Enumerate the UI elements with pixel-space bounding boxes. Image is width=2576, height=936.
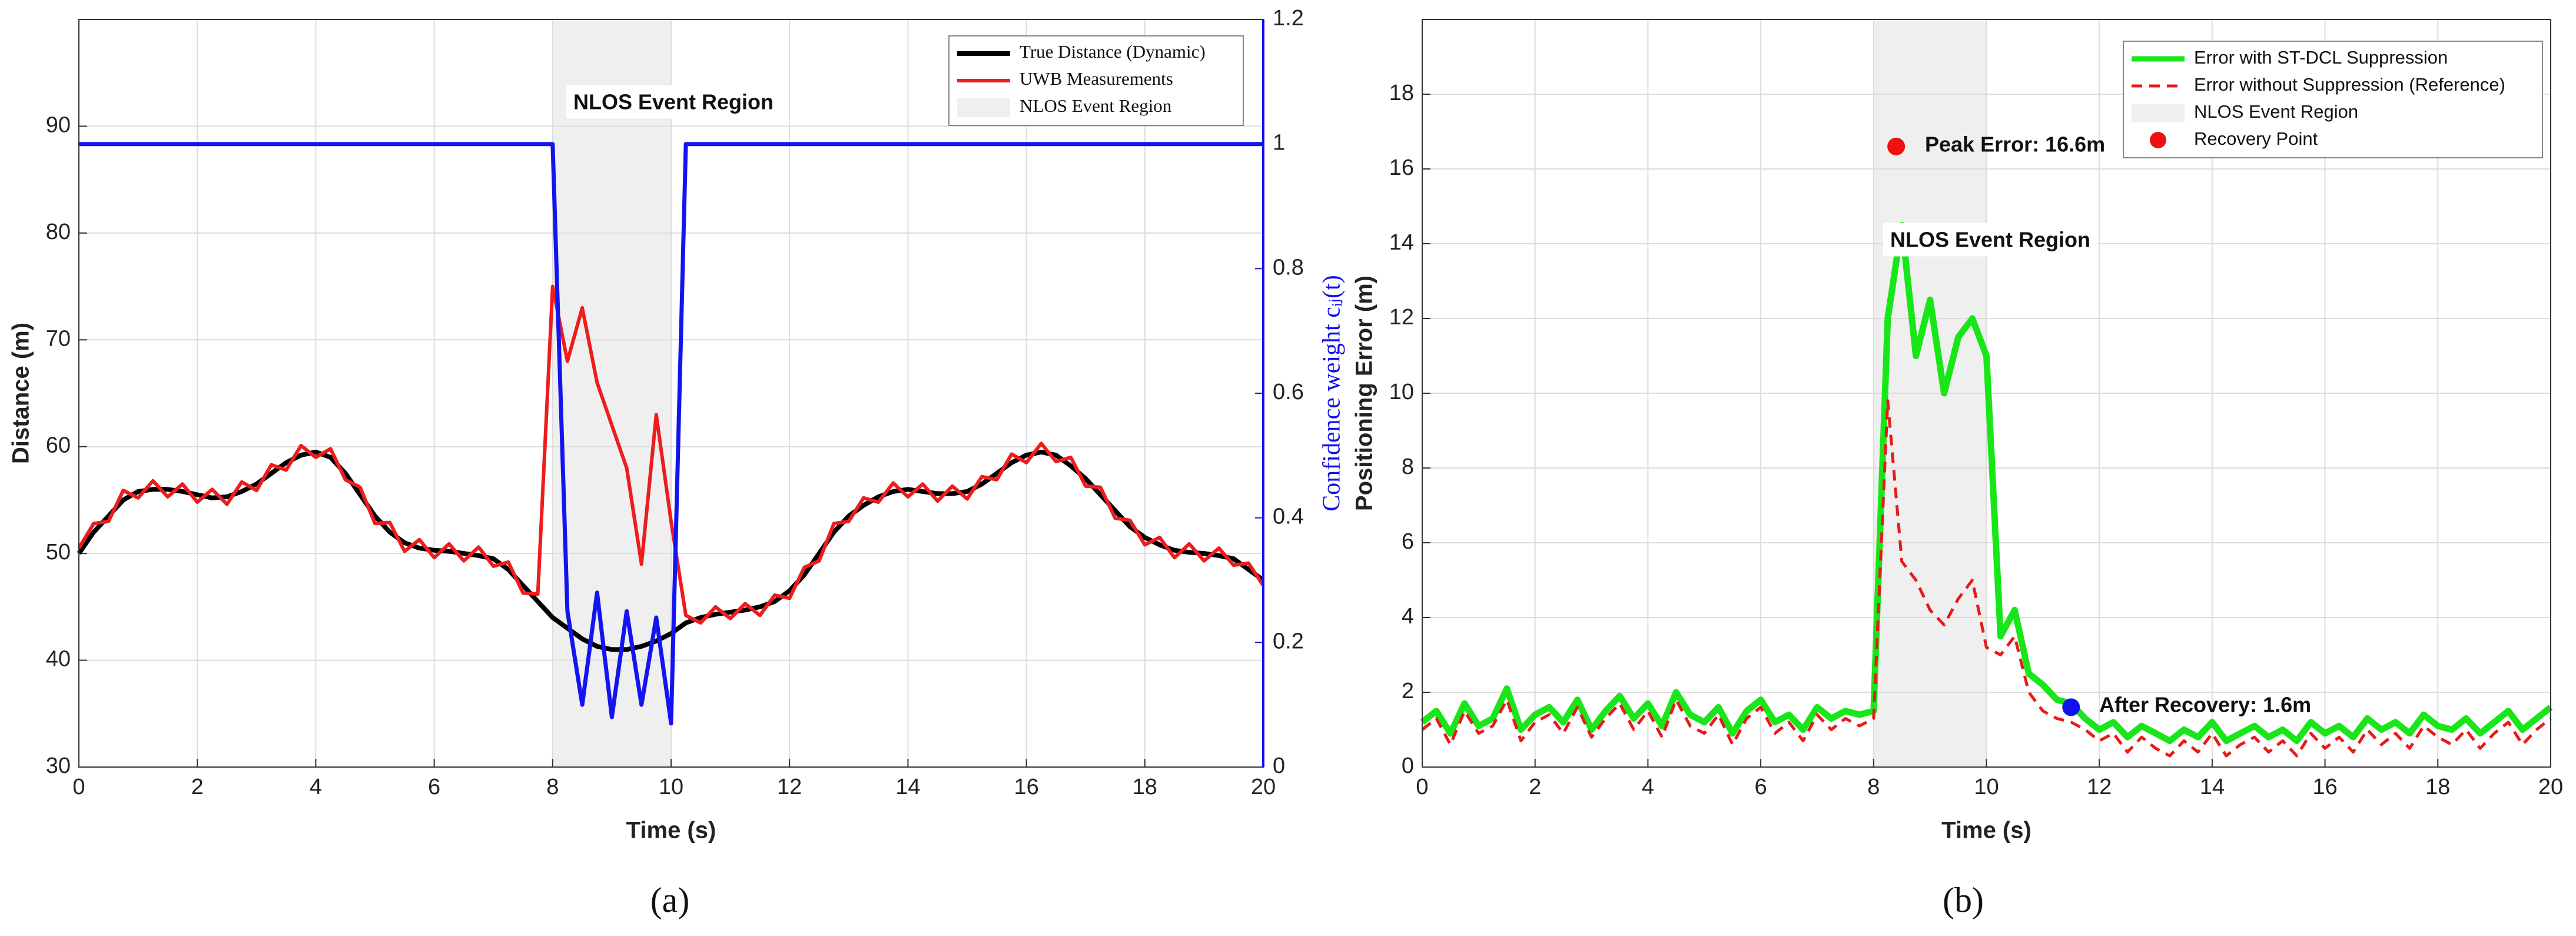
x-tick-label: 0 [72,775,85,799]
legend-label: Error with ST-DCL Suppression [2194,47,2448,68]
y2-tick-label: 0.2 [1273,629,1304,653]
x-tick-label: 14 [895,775,920,799]
y2-tick-label: 0.8 [1273,255,1304,280]
y-tick-label: 6 [1402,529,1414,554]
y2-tick-label: 1 [1273,131,1285,155]
legend-swatch [957,98,1010,117]
y2-axis-label: Confidence weight cᵢⱼ(t) [1319,275,1346,511]
x-tick-label: 8 [546,775,559,799]
legend: Error with ST-DCL Suppression Error witho… [2123,41,2543,158]
y-tick-label: 18 [1389,81,1414,105]
x-tick-label: 14 [2200,775,2225,799]
x-tick-label: 18 [1133,775,1157,799]
legend-label: True Distance (Dynamic) [1020,41,1206,62]
legend-swatch [2150,132,2166,148]
x-tick-label: 10 [659,775,683,799]
x-tick-label: 16 [2312,775,2337,799]
y-tick-label: 4 [1402,604,1414,629]
x-tick-label: 12 [2087,775,2112,799]
x-tick-label: 12 [777,775,802,799]
y-tick-label: 14 [1389,230,1414,255]
point [1887,137,1906,155]
y-axis-label: Distance (m) [8,323,34,464]
x-tick-label: 20 [1251,775,1276,799]
annotation-text: NLOS Event Region [573,90,774,114]
x-tick-label: 6 [428,775,440,799]
annotation-bg [566,85,781,119]
y-tick-label: 40 [46,647,71,672]
y-tick-label: 80 [46,220,71,244]
legend-box [2123,41,2543,158]
point [2062,698,2080,716]
y2-tick-label: 0 [1273,754,1285,778]
legend-label: NLOS Event Region [2194,101,2358,122]
annotation-text: Peak Error: 16.6m [1925,132,2105,157]
x-axis-label: Time (s) [1941,818,2031,844]
x-tick-label: 2 [191,775,204,799]
series-line [79,142,1263,726]
x-tick-label: 4 [310,775,322,799]
legend: True Distance (Dynamic) UWB Measurements N… [948,35,1244,126]
y-tick-label: 2 [1402,679,1414,703]
caption: (b) [1943,881,1984,920]
y2-tick-label: 1.2 [1273,6,1304,31]
legend-label: Recovery Point [2194,128,2318,149]
legend-label: NLOS Event Region [1020,95,1172,116]
legend-swatch [2132,104,2185,122]
y-tick-label: 30 [46,754,71,778]
x-tick-label: 6 [1755,775,1767,799]
annotation: NLOS Event Region [1883,223,2098,257]
y-tick-label: 90 [46,112,71,137]
y-tick-label: 60 [46,433,71,458]
x-tick-label: 8 [1867,775,1880,799]
x-tick-label: 20 [2538,775,2563,799]
x-tick-label: 2 [1529,775,1541,799]
x-tick-label: 0 [1416,775,1428,799]
y-tick-label: 0 [1402,754,1414,778]
legend-label: UWB Measurements [1020,68,1173,89]
nlos-shade [552,19,671,767]
x-tick-label: 10 [1974,775,1999,799]
annotation-bg [1883,223,2098,257]
y-tick-label: 50 [46,540,71,565]
series-line [77,284,1265,625]
annotation-text: NLOS Event Region [1890,228,2090,252]
y2-tick-label: 0.4 [1273,504,1304,529]
y-tick-label: 16 [1389,155,1414,180]
y-tick-label: 70 [46,326,71,351]
x-tick-label: 18 [2425,775,2450,799]
series-line [1420,221,2553,744]
annotation-text: After Recovery: 1.6m [2099,693,2311,717]
y-tick-label: 10 [1389,380,1414,404]
legend-label: Error without Suppression (Reference) [2194,74,2505,95]
caption: (a) [650,881,690,920]
y-tick-label: 8 [1402,454,1414,479]
annotation: After Recovery: 1.6m [2099,693,2311,717]
annotation: Peak Error: 16.6m [1925,132,2105,157]
x-tick-label: 16 [1014,775,1038,799]
y2-tick-label: 0.6 [1273,380,1304,404]
series-line [1421,399,2552,758]
series-line [77,449,1265,652]
annotation: NLOS Event Region [566,85,781,119]
axes-box [1422,19,2551,768]
y-tick-label: 12 [1389,305,1414,330]
x-axis-label: Time (s) [626,818,716,844]
x-tick-label: 4 [1642,775,1654,799]
y-axis-label: Positioning Error (m) [1352,276,1377,511]
